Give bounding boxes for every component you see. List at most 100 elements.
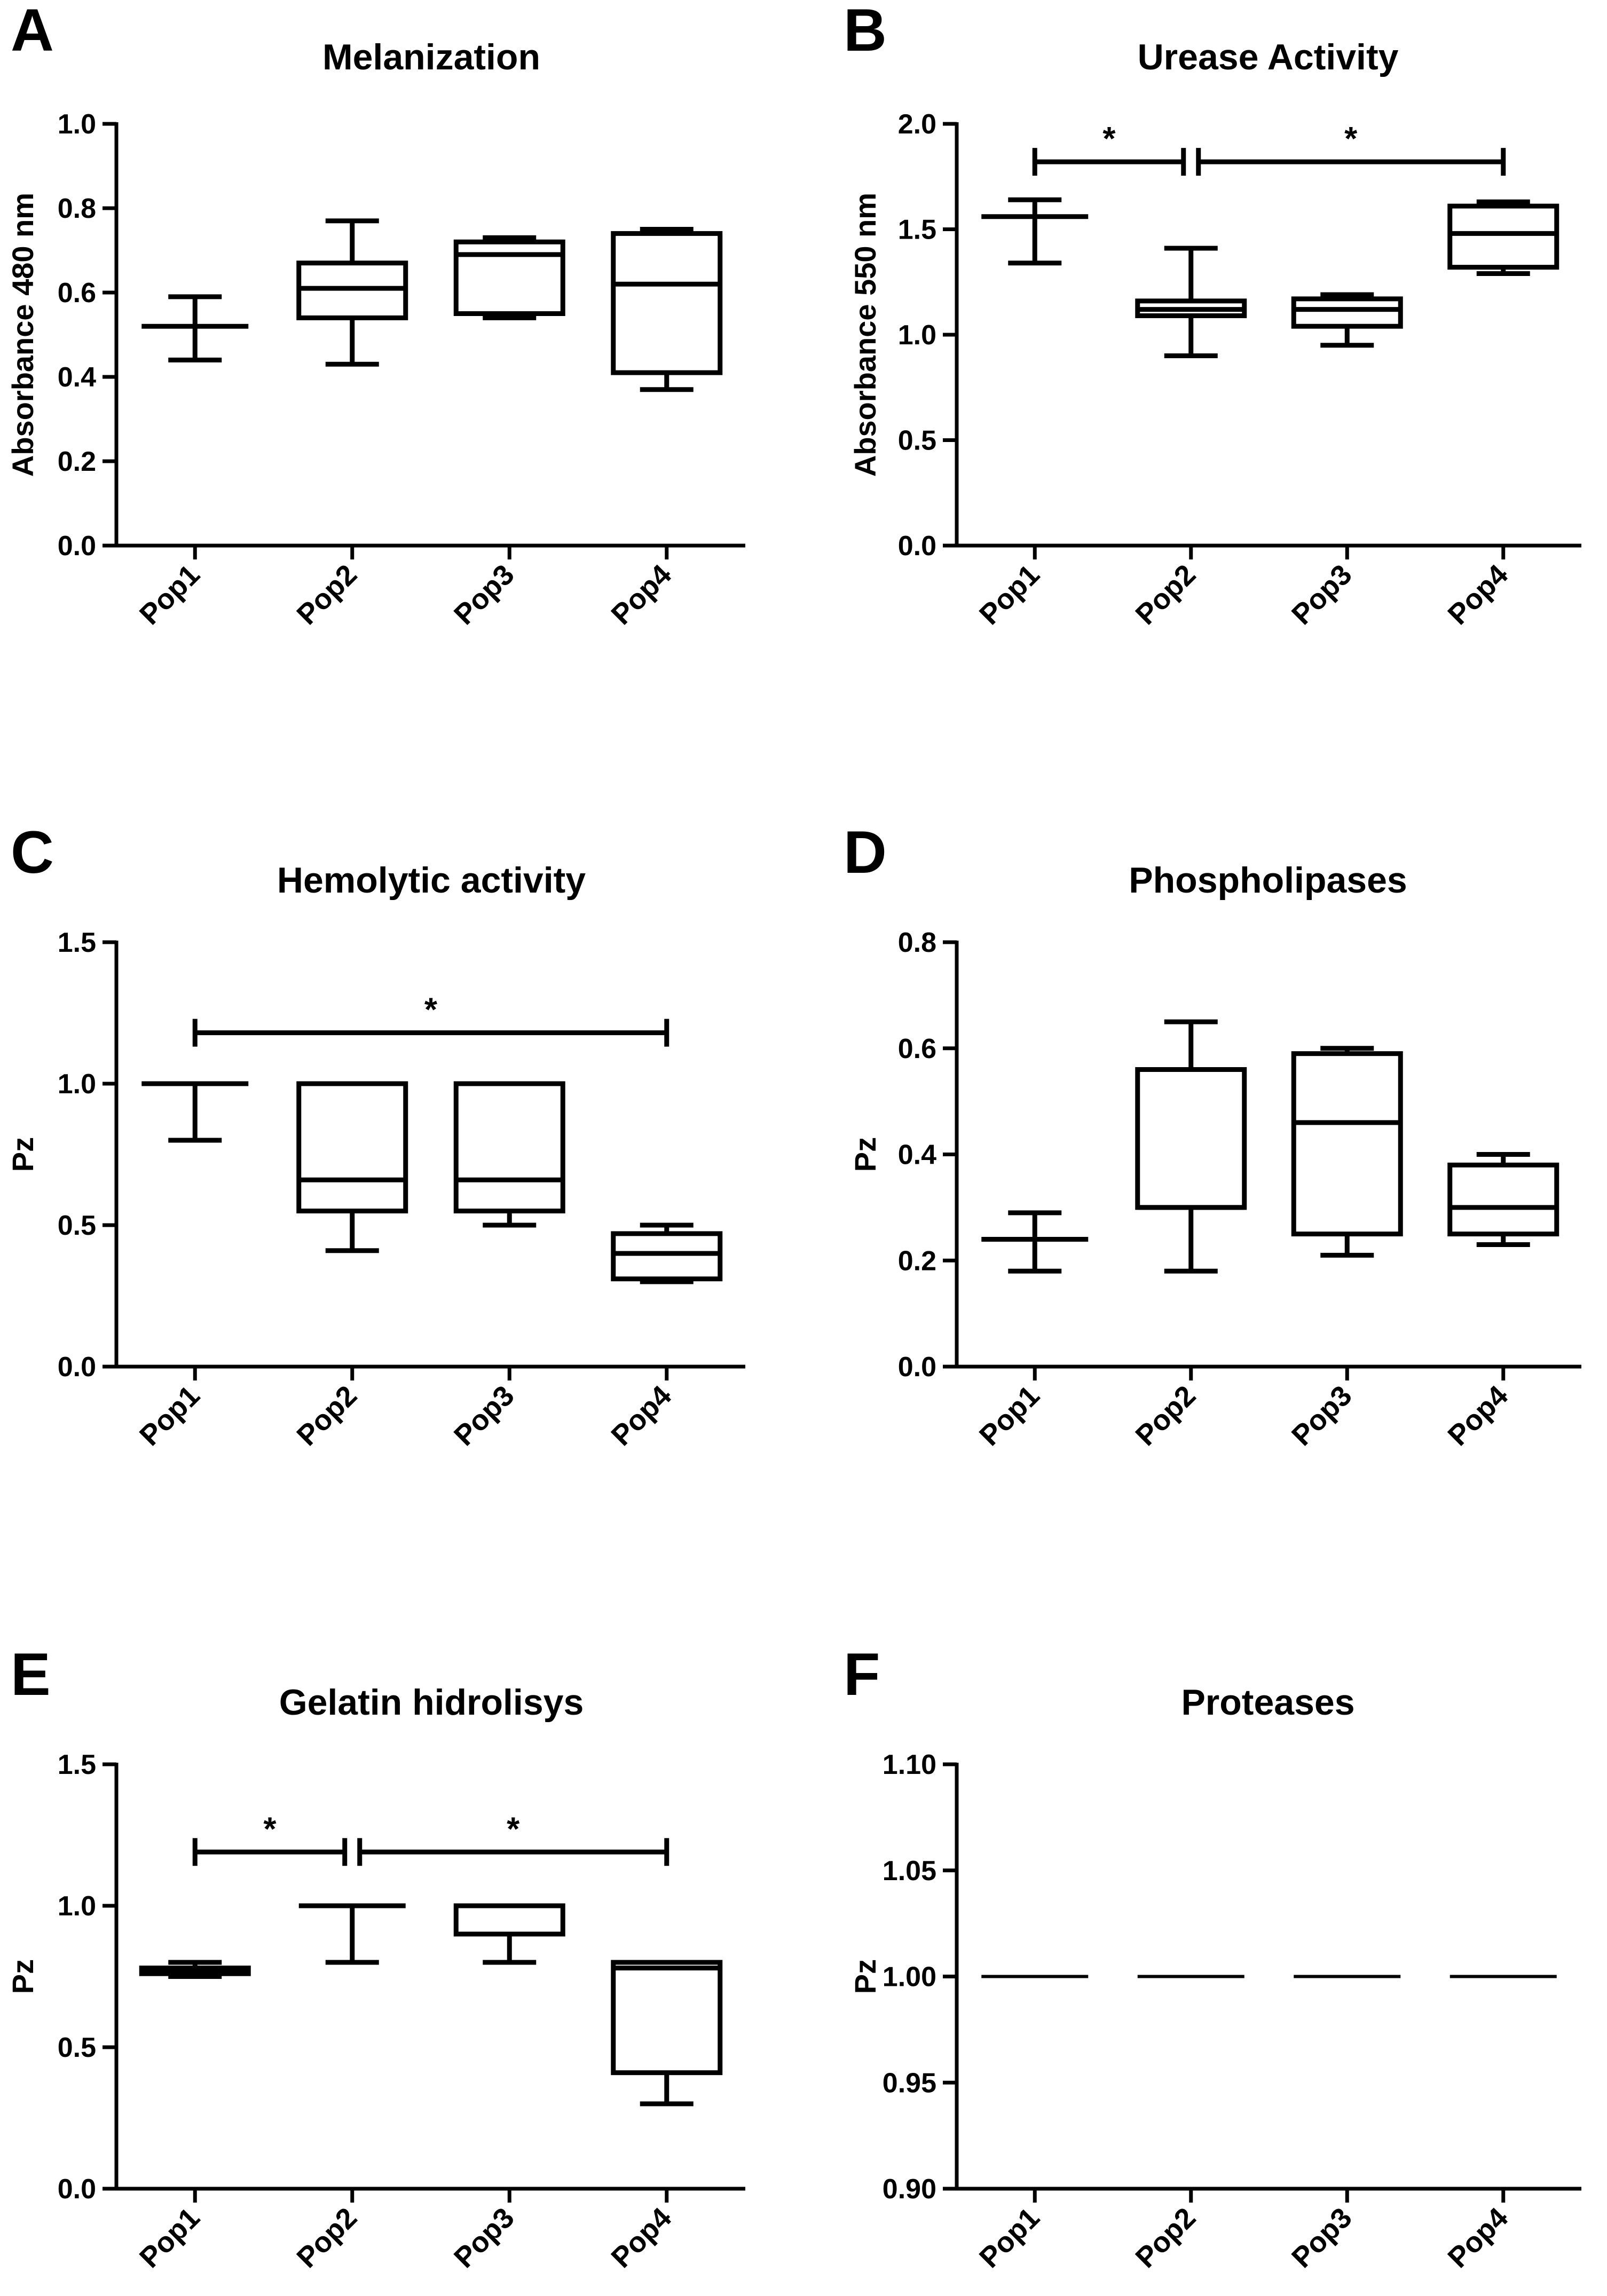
category-label: Pop3 xyxy=(448,1379,521,1452)
iqr-box xyxy=(611,1960,723,2076)
y-tick-label: 0.95 xyxy=(883,2068,936,2098)
box-pop4 xyxy=(611,1960,723,2106)
box-pop1 xyxy=(141,1081,249,1143)
panel-letter: F xyxy=(844,1641,880,1708)
y-tick-label: 0.6 xyxy=(898,1033,936,1064)
y-tick-label: 0.4 xyxy=(898,1140,936,1171)
y-axis-label: Absorbance 550 nm xyxy=(848,193,882,477)
y-tick-label: 0.0 xyxy=(898,1352,936,1383)
category-label: Pop4 xyxy=(1441,558,1514,631)
panel-title: Hemolytic activity xyxy=(277,860,586,901)
box-pop2 xyxy=(296,1081,408,1253)
significance-star: * xyxy=(1344,121,1358,157)
significance-bracket: * xyxy=(1032,121,1186,176)
iqr-box xyxy=(1291,296,1403,329)
significance-star: * xyxy=(1102,121,1116,157)
iqr-box xyxy=(453,239,565,317)
category-label: Pop2 xyxy=(290,1379,363,1452)
significance-bracket: * xyxy=(1196,121,1506,176)
y-tick-label: 1.0 xyxy=(898,320,936,351)
significance-bracket: * xyxy=(192,992,669,1047)
panel-title: Melanization xyxy=(322,37,540,77)
y-axis-label: Pz xyxy=(848,1959,882,1994)
category-label: Pop2 xyxy=(1129,2202,1202,2274)
category-label: Pop1 xyxy=(133,2202,206,2274)
y-tick-label: 0.8 xyxy=(898,927,936,958)
y-tick-label: 2.0 xyxy=(898,109,936,140)
box-pop1 xyxy=(141,294,249,362)
panel-letter: B xyxy=(844,0,887,64)
category-label: Pop2 xyxy=(290,558,363,631)
category-label: Pop2 xyxy=(1129,558,1202,631)
y-tick-label: 1.10 xyxy=(883,1749,936,1780)
category-label: Pop4 xyxy=(1441,2202,1514,2274)
category-label: Pop3 xyxy=(1286,558,1358,631)
box-pop3 xyxy=(453,235,565,320)
iqr-box xyxy=(1447,1162,1559,1237)
category-label: Pop4 xyxy=(1441,1379,1514,1452)
y-tick-label: 0.5 xyxy=(58,1210,96,1241)
y-tick-label: 1.00 xyxy=(883,1962,936,1993)
box-pop4 xyxy=(611,1222,723,1284)
y-tick-label: 0.0 xyxy=(58,1352,96,1383)
box-pop3 xyxy=(453,1903,565,1965)
iqr-box xyxy=(296,1081,408,1213)
panel-e: E Gelatin hidrolisys 0.0 0.5 1.0 1.5 Pz Pop1 Pop… xyxy=(6,1641,745,2274)
y-tick-label: 1.0 xyxy=(58,1891,96,1922)
panel-title: Phospholipases xyxy=(1129,860,1407,901)
significance-star: * xyxy=(263,1811,277,1848)
y-tick-label: 0.4 xyxy=(58,362,96,393)
category-label: Pop1 xyxy=(973,1379,1046,1452)
box-pop4 xyxy=(1447,1152,1559,1247)
category-label: Pop4 xyxy=(605,1379,678,1452)
box-pop1 xyxy=(981,1210,1089,1274)
category-label: Pop4 xyxy=(605,558,678,631)
category-label: Pop1 xyxy=(133,558,206,631)
y-tick-label: 1.5 xyxy=(898,215,936,246)
box-pop3 xyxy=(453,1081,565,1228)
y-axis-label: Pz xyxy=(6,1137,40,1172)
category-label: Pop3 xyxy=(448,2202,521,2274)
box-pop4 xyxy=(611,227,723,392)
y-tick-label: 0.8 xyxy=(58,193,96,224)
iqr-box xyxy=(611,231,723,375)
panel-b: B Urease Activity 0.0 0.5 1.0 1.5 2.0 Absorbanc… xyxy=(844,0,1581,631)
y-axis-label: Pz xyxy=(6,1959,40,1994)
box-pop4 xyxy=(1447,199,1559,276)
y-tick-label: 1.05 xyxy=(883,1856,936,1887)
box-pop2 xyxy=(296,218,408,367)
y-axis-label: Absorbance 480 nm xyxy=(6,193,40,477)
category-label: Pop1 xyxy=(133,1379,206,1452)
panel-title: Gelatin hidrolisys xyxy=(279,1682,584,1723)
box-pop2 xyxy=(298,1903,406,1965)
y-tick-label: 1.0 xyxy=(58,109,96,140)
panel-d: D Phospholipases 0.0 0.2 0.4 0.6 0.8 Pz Pop1 Pop2… xyxy=(844,819,1581,1452)
iqr-box xyxy=(1447,203,1559,270)
y-tick-label: 0.2 xyxy=(58,446,96,477)
iqr-box xyxy=(611,1231,723,1282)
y-tick-label: 0.2 xyxy=(898,1245,936,1276)
panel-title: Proteases xyxy=(1181,1682,1354,1723)
significance-bracket: * xyxy=(192,1811,348,1866)
y-tick-label: 0.90 xyxy=(883,2174,936,2205)
panel-letter: A xyxy=(11,0,54,64)
box-pop2 xyxy=(1135,246,1247,358)
category-label: Pop4 xyxy=(605,2202,678,2274)
panel-letter: D xyxy=(844,819,887,886)
y-tick-label: 1.0 xyxy=(58,1069,96,1100)
box-pop3 xyxy=(1291,292,1403,348)
box-pop1 xyxy=(139,1960,251,1979)
significance-bracket: * xyxy=(357,1811,669,1866)
y-tick-label: 1.5 xyxy=(58,1749,96,1780)
panel-f: F Proteases 0.90 0.95 1.00 1.05 1.10 Pz Pop1 Pop2… xyxy=(844,1641,1581,2274)
iqr-box xyxy=(453,1903,565,1937)
significance-star: * xyxy=(424,992,438,1029)
panel-letter: C xyxy=(11,819,54,886)
y-tick-label: 0.0 xyxy=(898,531,936,562)
panel-letter: E xyxy=(11,1641,51,1708)
category-label: Pop3 xyxy=(448,558,521,631)
category-label: Pop1 xyxy=(973,2202,1046,2274)
category-label: Pop3 xyxy=(1286,2202,1358,2274)
box-pop3 xyxy=(1291,1046,1403,1258)
